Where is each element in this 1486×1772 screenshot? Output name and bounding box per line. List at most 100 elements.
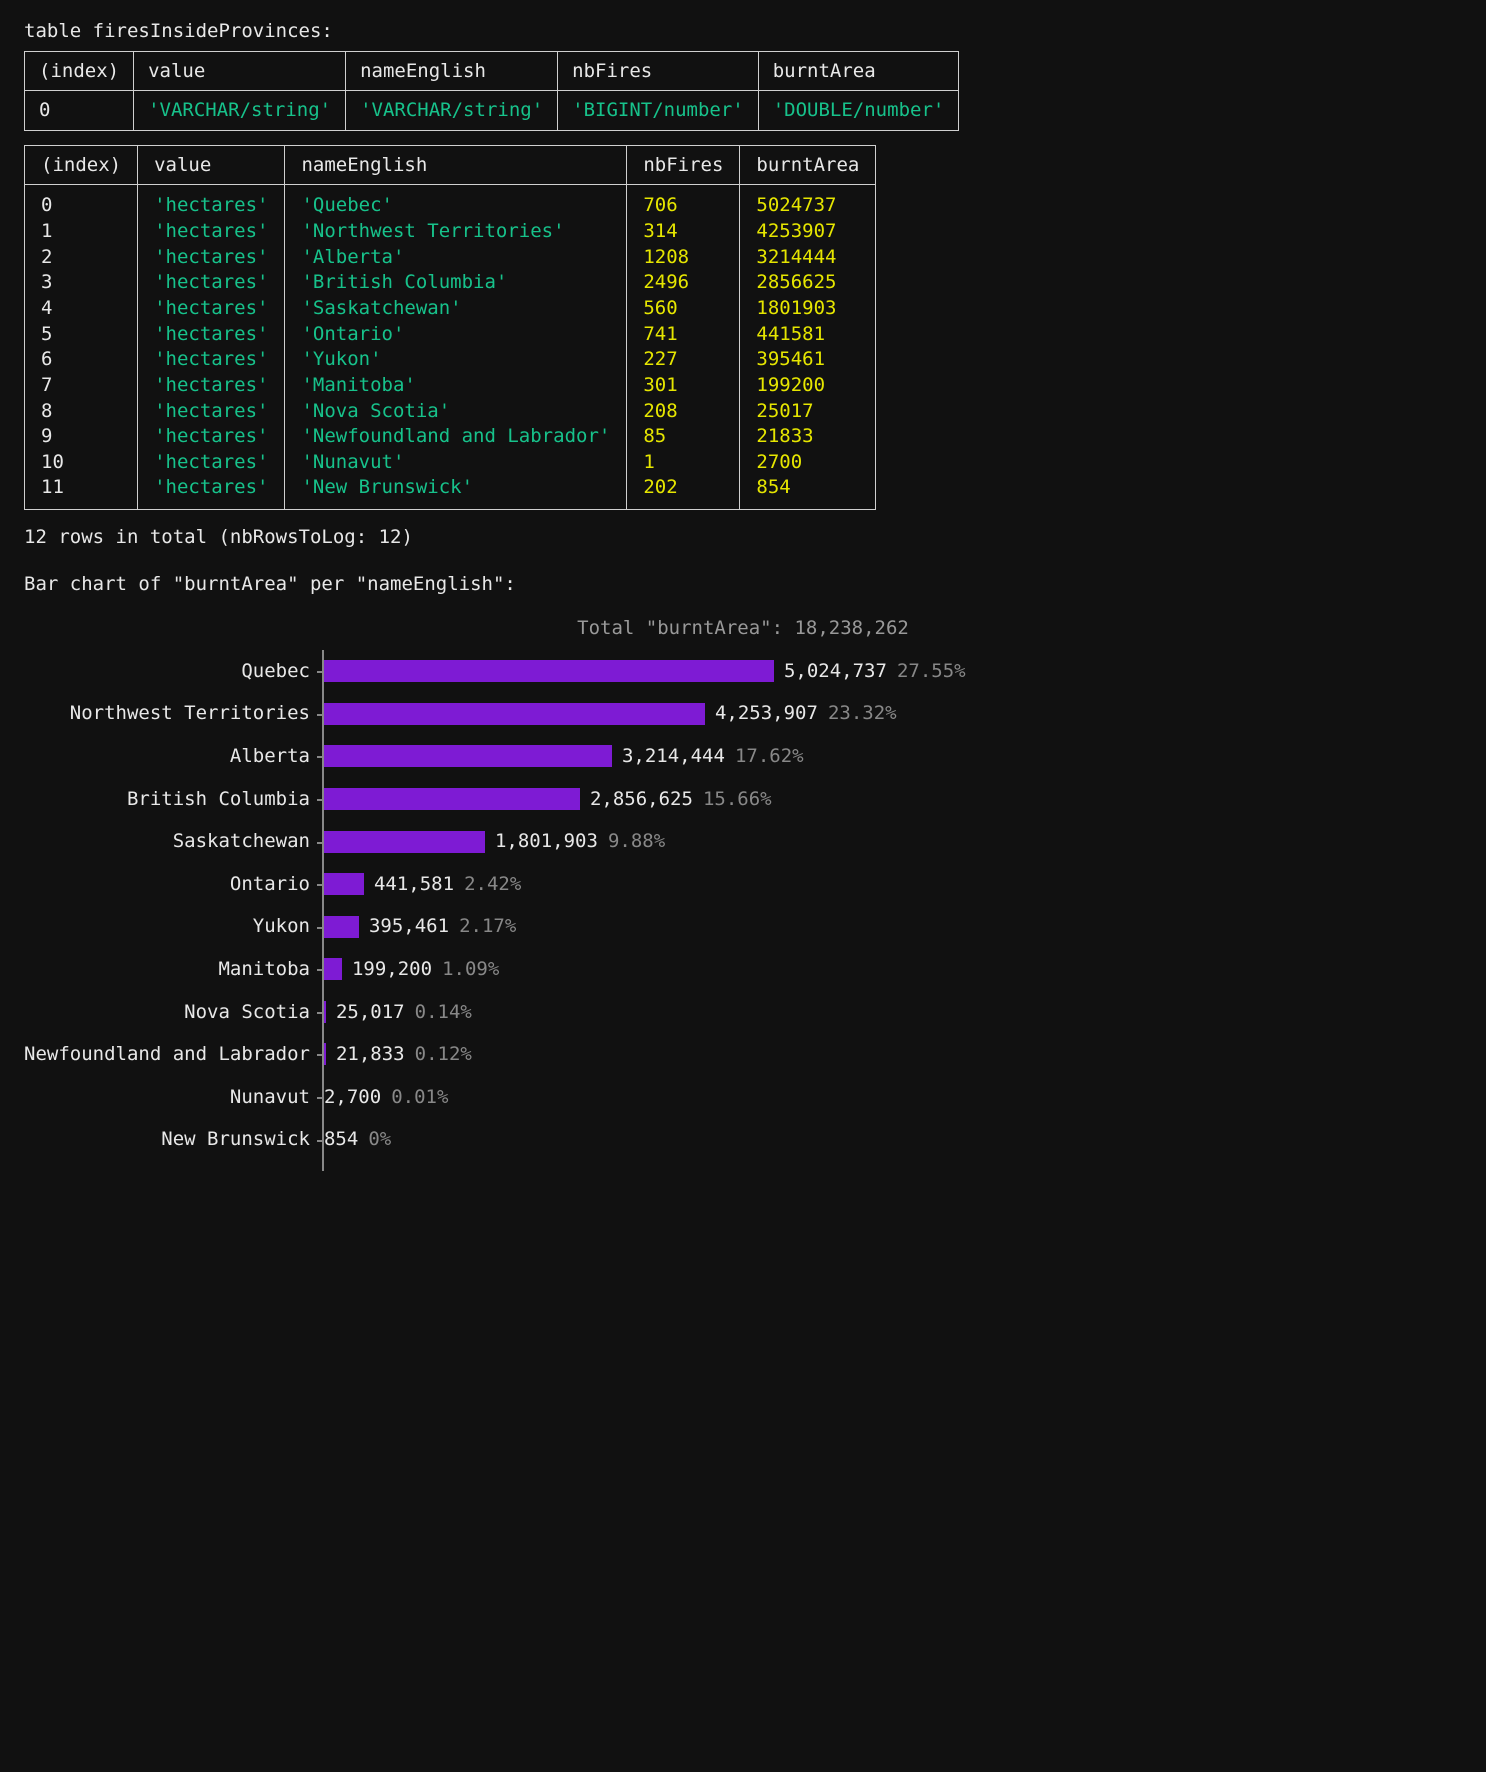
chart-value-label: 2,700 [324, 1084, 381, 1111]
axis-tick [317, 671, 324, 673]
chart-category-label: Alberta [24, 735, 310, 778]
chart-percent-label: 2.42% [464, 871, 521, 898]
schema-type-burntarea: 'DOUBLE/number' [758, 91, 959, 131]
cell-index: 3 [25, 270, 138, 296]
cell-value: 'hectares' [138, 399, 285, 425]
chart-intro: Bar chart of "burntArea" per "nameEnglis… [24, 571, 1462, 598]
chart-bar-cell: 8540% [322, 1118, 1462, 1161]
cell-index: 7 [25, 373, 138, 399]
chart-category-label: Northwest Territories [24, 692, 310, 735]
cell-nbfires: 314 [627, 219, 740, 245]
cell-burntarea: 21833 [740, 424, 876, 450]
cell-nameenglish: 'Yukon' [285, 347, 627, 373]
schema-index-0: 0 [25, 91, 134, 131]
cell-nameenglish: 'Nova Scotia' [285, 399, 627, 425]
cell-nbfires: 208 [627, 399, 740, 425]
chart-bar [324, 873, 364, 895]
chart-bar [324, 703, 705, 725]
axis-tick [317, 799, 324, 801]
data-table: (index) value nameEnglish nbFires burntA… [24, 145, 876, 510]
row-count-footer: 12 rows in total (nbRowsToLog: 12) [24, 524, 1462, 551]
chart-bar-cell: 199,2001.09% [322, 948, 1462, 991]
cell-nameenglish: 'Alberta' [285, 245, 627, 271]
cell-index: 1 [25, 219, 138, 245]
table-row: 1'hectares''Northwest Territories'314425… [25, 219, 876, 245]
cell-nameenglish: 'Quebec' [285, 185, 627, 219]
cell-value: 'hectares' [138, 475, 285, 509]
chart-percent-label: 0.12% [415, 1041, 472, 1068]
data-col-value: value [138, 145, 285, 185]
chart-bar-cell: 5,024,737 27.55% [322, 650, 1462, 693]
schema-col-value: value [134, 51, 346, 91]
data-header-row: (index) value nameEnglish nbFires burntA… [25, 145, 876, 185]
cell-index: 5 [25, 322, 138, 348]
bar-chart: Total "burntArea": 18,238,262 Quebec5,02… [24, 615, 1462, 1171]
chart-percent-label: 9.88% [608, 828, 665, 855]
axis-tick [317, 969, 324, 971]
table-row: 5'hectares''Ontario'741441581 [25, 322, 876, 348]
axis-end [322, 1161, 1462, 1171]
axis-tick [317, 842, 324, 844]
schema-type-value: 'VARCHAR/string' [134, 91, 346, 131]
chart-bar [324, 916, 359, 938]
cell-value: 'hectares' [138, 296, 285, 322]
cell-value: 'hectares' [138, 450, 285, 476]
cell-nbfires: 2496 [627, 270, 740, 296]
cell-burntarea: 25017 [740, 399, 876, 425]
table-row: 9'hectares''Newfoundland and Labrador'85… [25, 424, 876, 450]
chart-bar-cell: 2,700 0.01% [322, 1076, 1462, 1119]
chart-category-label: Nunavut [24, 1076, 310, 1119]
chart-value-label: 854 [324, 1126, 358, 1153]
chart-value-label: 199,200 [352, 956, 432, 983]
chart-category-label: Yukon [24, 905, 310, 948]
cell-nbfires: 706 [627, 185, 740, 219]
cell-nbfires: 741 [627, 322, 740, 348]
cell-burntarea: 395461 [740, 347, 876, 373]
cell-nameenglish: 'Ontario' [285, 322, 627, 348]
schema-type-nameenglish: 'VARCHAR/string' [346, 91, 558, 131]
chart-bar [324, 831, 485, 853]
chart-bar-cell: 3,214,44417.62% [322, 735, 1462, 778]
chart-percent-label: 0.14% [415, 999, 472, 1026]
chart-percent-label: 2.17% [459, 913, 516, 940]
cell-burntarea: 2700 [740, 450, 876, 476]
chart-bar-cell: 441,581 2.42% [322, 863, 1462, 906]
cell-nbfires: 1208 [627, 245, 740, 271]
cell-nameenglish: 'New Brunswick' [285, 475, 627, 509]
axis-tick [317, 1012, 324, 1014]
schema-col-burntarea: burntArea [758, 51, 959, 91]
cell-burntarea: 854 [740, 475, 876, 509]
axis-tick [317, 927, 324, 929]
chart-bar-cell: 4,253,90723.32% [322, 692, 1462, 735]
axis-tick [317, 1140, 324, 1142]
chart-percent-label: 23.32% [828, 700, 897, 727]
cell-index: 0 [25, 185, 138, 219]
chart-category-label: Quebec [24, 650, 310, 693]
chart-bar-cell: 1,801,9039.88% [322, 820, 1462, 863]
cell-burntarea: 1801903 [740, 296, 876, 322]
chart-value-label: 395,461 [369, 913, 449, 940]
table-row: 11'hectares''New Brunswick'202854 [25, 475, 876, 509]
chart-category-label: Saskatchewan [24, 820, 310, 863]
cell-burntarea: 441581 [740, 322, 876, 348]
axis-tick [317, 1054, 324, 1056]
chart-value-label: 5,024,737 [784, 658, 887, 685]
chart-value-label: 2,856,625 [590, 786, 693, 813]
cell-nbfires: 85 [627, 424, 740, 450]
schema-type-nbfires: 'BIGINT/number' [558, 91, 759, 131]
chart-bar [324, 958, 342, 980]
chart-percent-label: 27.55% [897, 658, 966, 685]
chart-value-label: 441,581 [374, 871, 454, 898]
cell-index: 4 [25, 296, 138, 322]
cell-nbfires: 301 [627, 373, 740, 399]
chart-percent-label: 0.01% [391, 1084, 448, 1111]
table-row: 0'hectares''Quebec'7065024737 [25, 185, 876, 219]
cell-burntarea: 199200 [740, 373, 876, 399]
cell-burntarea: 3214444 [740, 245, 876, 271]
cell-nameenglish: 'Nunavut' [285, 450, 627, 476]
table-row: 3'hectares''British Columbia'24962856625 [25, 270, 876, 296]
data-col-nameenglish: nameEnglish [285, 145, 627, 185]
cell-burntarea: 5024737 [740, 185, 876, 219]
chart-bar-cell: 21,8330.12% [322, 1033, 1462, 1076]
schema-data-row: 0 'VARCHAR/string' 'VARCHAR/string' 'BIG… [25, 91, 959, 131]
